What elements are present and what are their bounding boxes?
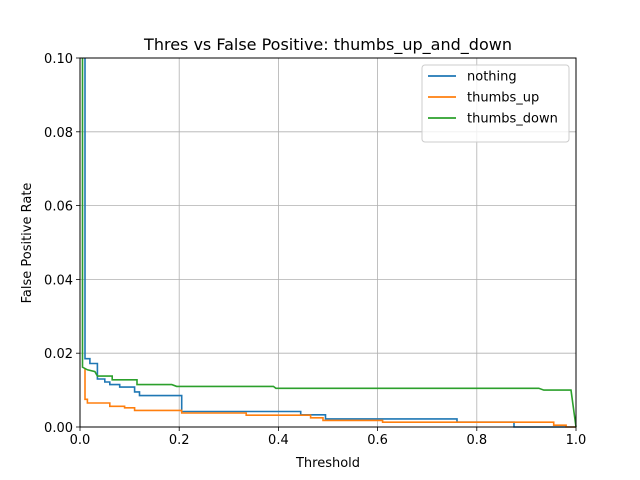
chart-title: Thres vs False Positive: thumbs_up_and_d…: [143, 35, 512, 55]
x-tick-label: 0.6: [367, 433, 388, 448]
series-group: [81, 58, 577, 428]
x-tick-label: 0.8: [466, 433, 487, 448]
y-tick-label: 0.04: [44, 273, 73, 288]
legend-label: thumbs_up: [467, 91, 539, 106]
y-tick-label: 0.08: [44, 126, 73, 141]
y-axis-label: False Positive Rate: [20, 183, 35, 304]
x-axis-ticks: 0.0 0.2 0.4 0.6 0.8 1.0: [70, 427, 587, 448]
y-tick-label: 0.06: [44, 200, 73, 215]
x-tick-label: 0.2: [169, 433, 190, 448]
y-axis-ticks: 0.00 0.02 0.04 0.06 0.08 0.10: [44, 52, 80, 436]
x-tick-label: 0.4: [268, 433, 289, 448]
plot-frame: [79, 57, 577, 428]
series-line-thumbs_down: [81, 58, 577, 428]
x-tick-label: 1.0: [566, 433, 587, 448]
y-tick-label: 0.02: [44, 347, 73, 362]
series-line-thumbs_up: [84, 368, 576, 428]
series-line-nothing: [84, 58, 576, 428]
y-tick-label: 0.00: [44, 421, 73, 436]
y-tick-label: 0.10: [44, 52, 73, 67]
x-tick-label: 0.0: [70, 433, 91, 448]
legend: nothing thumbs_up thumbs_down: [421, 64, 570, 143]
legend-label: thumbs_down: [467, 112, 558, 127]
legend-box: [421, 64, 570, 143]
x-axis-label: Threshold: [295, 456, 360, 471]
legend-label: nothing: [467, 70, 517, 85]
